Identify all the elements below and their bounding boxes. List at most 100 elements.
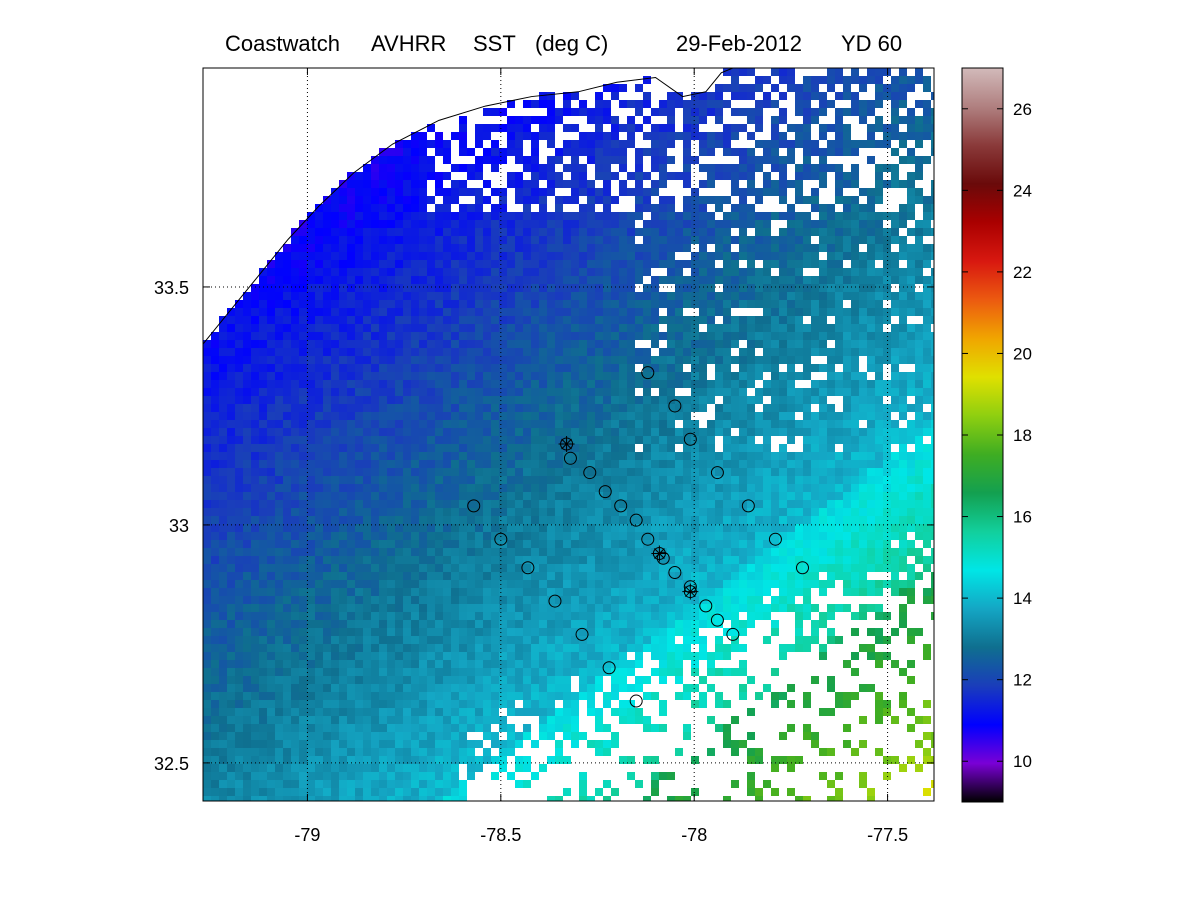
sst-cell	[243, 500, 251, 508]
sst-cell	[387, 652, 395, 660]
sst-cell	[547, 668, 555, 676]
sst-cell	[547, 684, 555, 692]
sst-cell	[435, 140, 443, 148]
sst-cell	[507, 116, 515, 124]
sst-cell	[491, 708, 499, 716]
sst-cell	[379, 452, 387, 460]
sst-cell	[635, 420, 643, 428]
sst-cell	[355, 492, 363, 500]
sst-cell	[555, 148, 563, 156]
sst-cell	[619, 644, 627, 652]
sst-cell	[515, 508, 523, 516]
sst-cell	[595, 196, 603, 204]
sst-cell	[355, 356, 363, 364]
sst-cell	[203, 444, 211, 452]
sst-cell	[547, 692, 555, 700]
sst-cell	[267, 716, 275, 724]
sst-cell	[483, 148, 491, 156]
sst-cell	[315, 324, 323, 332]
sst-cell	[315, 396, 323, 404]
sst-cell	[499, 476, 507, 484]
sst-cell	[363, 732, 371, 740]
sst-cell	[395, 236, 403, 244]
sst-cell	[395, 516, 403, 524]
sst-cell	[563, 220, 571, 228]
sst-cell	[467, 324, 475, 332]
sst-cell	[627, 708, 635, 716]
sst-cell	[331, 492, 339, 500]
sst-cell	[531, 260, 539, 268]
sst-cell	[427, 636, 435, 644]
sst-cell	[411, 636, 419, 644]
sst-cell	[507, 356, 515, 364]
sst-cell	[379, 700, 387, 708]
sst-cell	[283, 492, 291, 500]
sst-cell	[363, 172, 371, 180]
sst-cell	[627, 340, 635, 348]
sst-cell	[571, 708, 579, 716]
sst-cell	[539, 428, 547, 436]
sst-cell	[531, 228, 539, 236]
sst-cell	[515, 420, 523, 428]
sst-cell	[491, 308, 499, 316]
sst-cell	[427, 500, 435, 508]
sst-cell	[315, 420, 323, 428]
sst-cell	[579, 612, 587, 620]
sst-cell	[251, 684, 259, 692]
sst-cell	[323, 420, 331, 428]
sst-cell	[267, 556, 275, 564]
sst-cell	[235, 732, 243, 740]
sst-cell	[315, 596, 323, 604]
sst-cell	[635, 468, 643, 476]
sst-cell	[475, 196, 483, 204]
sst-cell	[403, 580, 411, 588]
sst-cell	[315, 588, 323, 596]
sst-cell	[651, 524, 659, 532]
sst-cell	[459, 572, 467, 580]
sst-cell	[611, 732, 619, 740]
sst-cell	[451, 300, 459, 308]
sst-cell	[203, 628, 211, 636]
sst-cell	[331, 676, 339, 684]
sst-cell	[427, 228, 435, 236]
sst-cell	[635, 124, 643, 132]
sst-cell	[315, 692, 323, 700]
sst-cell	[283, 724, 291, 732]
sst-cell	[203, 500, 211, 508]
sst-cell	[323, 596, 331, 604]
sst-cell	[651, 148, 659, 156]
sst-cell	[211, 340, 219, 348]
sst-cell	[283, 460, 291, 468]
sst-cell	[459, 180, 467, 188]
sst-cell	[331, 564, 339, 572]
sst-cell	[451, 420, 459, 428]
sst-cell	[651, 636, 659, 644]
sst-cell	[411, 772, 419, 780]
sst-cell	[395, 628, 403, 636]
sst-cell	[291, 556, 299, 564]
sst-cell	[211, 348, 219, 356]
sst-cell	[451, 348, 459, 356]
sst-cell	[299, 468, 307, 476]
sst-cell	[531, 252, 539, 260]
sst-cell	[491, 212, 499, 220]
sst-cell	[411, 564, 419, 572]
sst-cell	[659, 204, 667, 212]
sst-cell	[203, 652, 211, 660]
sst-cell	[403, 628, 411, 636]
sst-cell	[491, 300, 499, 308]
sst-cell	[435, 476, 443, 484]
sst-cell	[379, 260, 387, 268]
sst-cell	[379, 596, 387, 604]
sst-cell	[355, 532, 363, 540]
sst-cell	[667, 92, 675, 100]
sst-cell	[227, 540, 235, 548]
sst-cell	[443, 740, 451, 748]
sst-cell	[411, 332, 419, 340]
sst-cell	[523, 492, 531, 500]
sst-cell	[235, 396, 243, 404]
sst-cell	[299, 388, 307, 396]
sst-cell	[307, 708, 315, 716]
sst-cell	[643, 100, 651, 108]
sst-cell	[587, 532, 595, 540]
